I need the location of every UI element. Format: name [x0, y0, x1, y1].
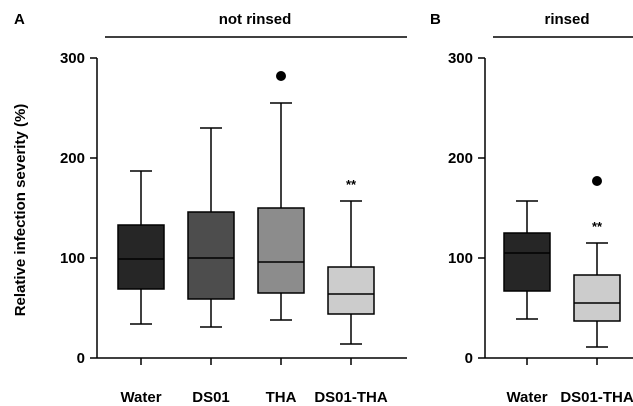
outlier-point	[276, 71, 286, 81]
y-tick-label: 100	[60, 250, 85, 267]
significance-annotation: **	[346, 177, 357, 192]
x-tick-label: DS01-THA	[560, 389, 633, 406]
box-ds01-tha	[327, 266, 375, 315]
y-tick-label: 300	[448, 50, 473, 67]
box-water	[503, 232, 551, 292]
box-ds01	[187, 211, 235, 300]
x-tick-label: DS01-THA	[314, 389, 388, 406]
box-ds01-tha	[573, 274, 621, 322]
panel-a-letter: A	[14, 11, 25, 28]
outlier-point	[592, 176, 602, 186]
panel-b-group-title: rinsed	[544, 11, 589, 28]
y-axis-label: Relative infection severity (%)	[12, 104, 29, 317]
panel-b: B rinsed 0 100 200 300 Water ** DS01-THA	[430, 11, 633, 406]
significance-annotation: **	[592, 219, 603, 234]
x-tick-label: Water	[506, 389, 547, 406]
panel-a-group-title: not rinsed	[219, 11, 292, 28]
y-tick-label: 100	[448, 250, 473, 267]
x-tick-label: DS01	[192, 389, 230, 406]
y-tick-label: 200	[60, 150, 85, 167]
panel-a: A not rinsed Relative infection severity…	[12, 11, 407, 406]
y-tick-label: 0	[77, 350, 85, 367]
panel-b-plot: 0 100 200 300 Water ** DS01-THA	[448, 50, 633, 406]
x-tick-label: Water	[120, 389, 161, 406]
box-tha	[257, 207, 305, 294]
box-water	[117, 224, 165, 290]
panel-b-letter: B	[430, 11, 441, 28]
x-tick-label: THA	[266, 389, 297, 406]
panel-a-plot: 0 100 200 300 Water DS01 THA ** DS01-THA	[60, 50, 407, 406]
y-tick-label: 0	[465, 350, 473, 367]
y-tick-label: 200	[448, 150, 473, 167]
y-tick-label: 300	[60, 50, 85, 67]
